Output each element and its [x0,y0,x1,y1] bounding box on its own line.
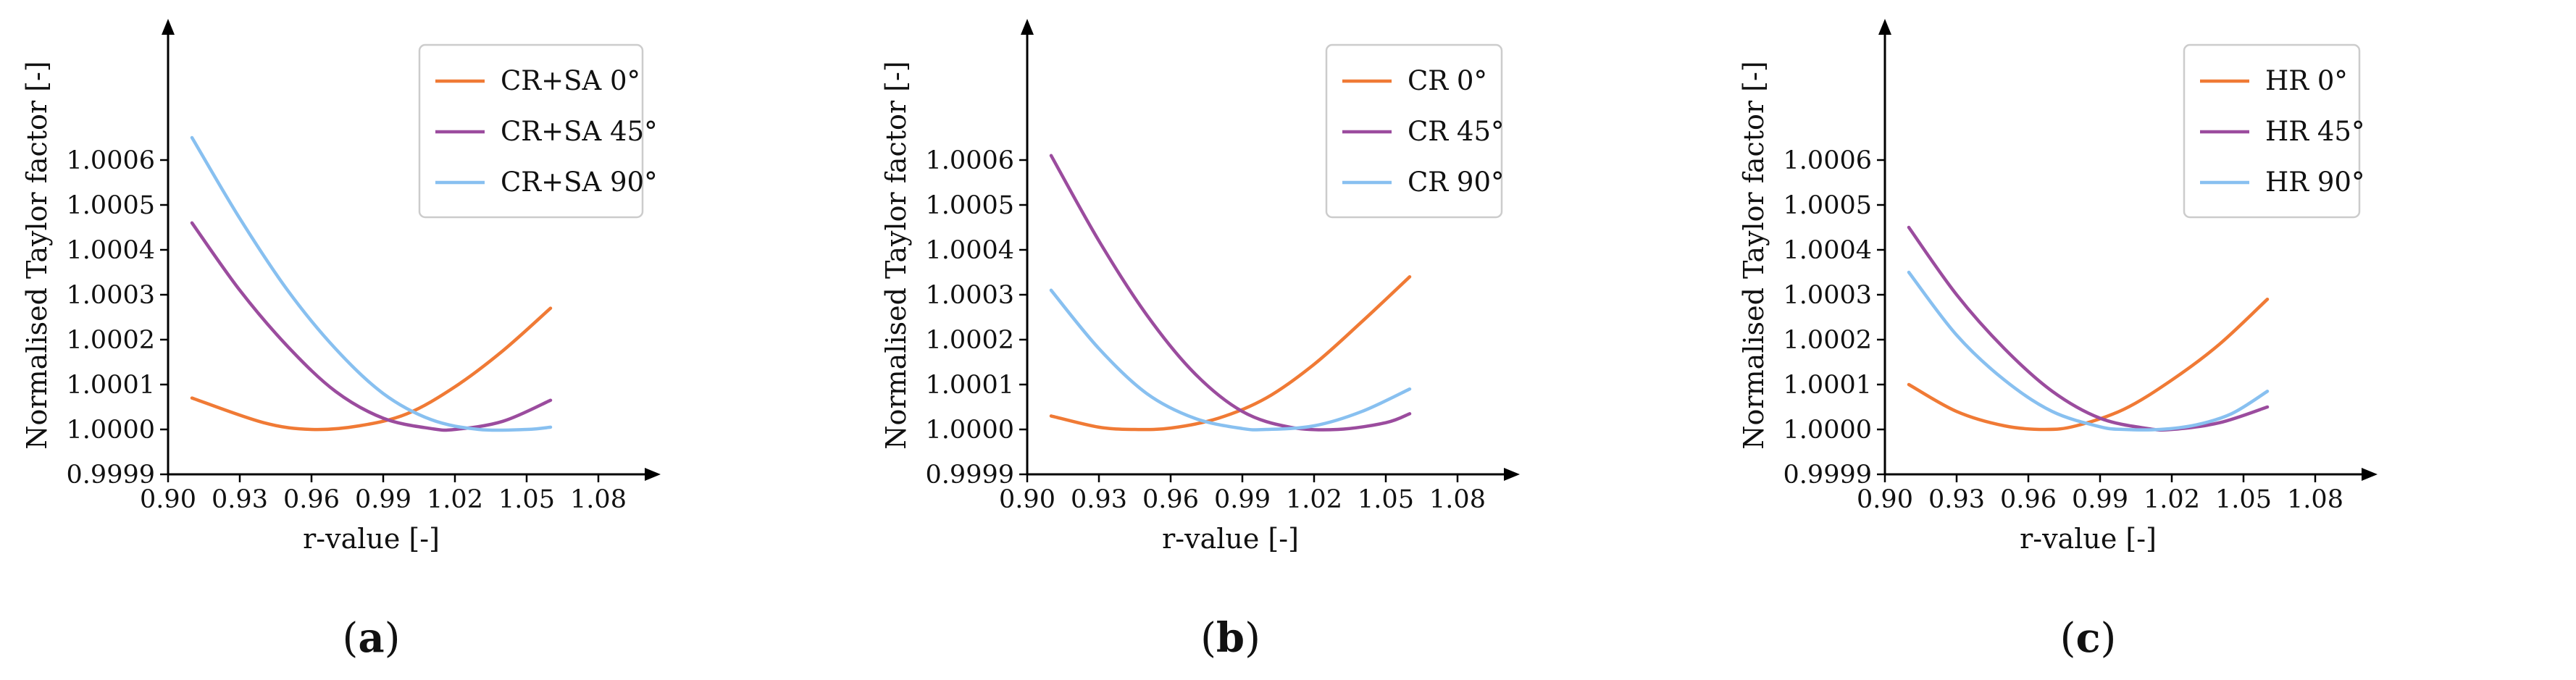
chart-panel-c: 0.90 0.93 0.96 0.99 1.02 1.05 1.08 0.9999 1.0000… [1738,19,2378,662]
x-tick-label: 0.96 [2000,485,2057,514]
y-axis-arrow [162,19,175,35]
y-tick-label: 1.0004 [67,236,155,265]
series-line-1 [1049,154,1412,432]
x-tick-label: 1.05 [2215,485,2272,514]
x-tick-label: 0.93 [1071,485,1127,514]
legend-entry: CR 45° [1408,116,1505,147]
series-line-0 [1049,274,1412,432]
x-tick-label: 1.05 [1358,485,1414,514]
y-tick-label: 1.0004 [1783,236,1872,265]
legend-entry: CR+SA 45° [501,116,658,147]
x-axis-label: r-value [-] [1162,523,1299,555]
x-tick-label: 0.90 [140,485,196,514]
y-tick-label: 1.0005 [67,191,155,220]
y-tick-label: 0.9999 [926,461,1014,490]
y-tick-label: 1.0002 [926,326,1014,355]
y-tick-label: 1.0001 [67,371,155,400]
y-tick-label: 1.0006 [926,146,1014,175]
x-tick-label: 1.02 [427,485,483,514]
x-tick-label: 0.99 [2072,485,2128,514]
x-tick-label: 1.08 [570,485,627,514]
y-tick-label: 1.0002 [67,326,155,355]
legend-box [2183,43,2361,219]
panel-label: (a) [342,614,400,662]
x-axis-arrow [1504,468,1520,481]
x-tick-label: 1.08 [1429,485,1486,514]
legend-entry: HR 90° [2265,167,2364,198]
y-tick-label: 1.0001 [1783,371,1872,400]
y-tick-label: 1.0003 [67,281,155,310]
legend-entry: HR 0° [2265,65,2348,96]
x-tick-label: 0.93 [1928,485,1985,514]
y-axis-arrow [1878,19,1891,35]
y-tick-label: 1.0004 [926,236,1014,265]
legend-entry: CR+SA 90° [501,167,658,198]
y-tick-label: 1.0000 [926,416,1014,445]
legend-entry: HR 45° [2265,116,2364,147]
x-tick-label: 1.02 [2144,485,2200,514]
x-tick-label: 0.96 [1142,485,1199,514]
panel-label: (c) [2060,614,2117,662]
series-line-2 [1049,288,1412,432]
series-line-0 [1907,297,2270,432]
panel-label: (b) [1200,614,1260,662]
y-axis-label: Normalised Taylor factor [-] [1738,61,1770,449]
y-tick-label: 1.0000 [67,416,155,445]
series-line-2 [190,135,553,432]
y-tick-label: 1.0001 [926,371,1014,400]
chart-panel-b: 0.90 0.93 0.96 0.99 1.02 1.05 1.08 0.9999 1.0000… [880,19,1520,662]
y-tick-label: 1.0006 [1783,146,1872,175]
x-axis-arrow [645,468,661,481]
y-tick-label: 1.0006 [67,146,155,175]
series-line-0 [190,306,553,432]
series-line-2 [1907,270,2270,432]
y-tick-label: 1.0005 [926,191,1014,220]
legend-entry: CR 90° [1408,167,1505,198]
legend-entry: CR 0° [1408,65,1487,96]
x-axis-label: r-value [-] [2020,523,2157,555]
x-tick-label: 0.90 [1857,485,1913,514]
series-line-1 [190,221,553,432]
y-tick-label: 1.0003 [926,281,1014,310]
y-axis-label: Normalised Taylor factor [-] [880,61,912,449]
y-tick-label: 0.9999 [67,461,155,490]
legend-box [418,43,644,219]
y-tick-label: 1.0003 [1783,281,1872,310]
y-tick-label: 0.9999 [1783,461,1872,490]
y-tick-label: 1.0005 [1783,191,1872,220]
y-tick-label: 1.0002 [1783,326,1872,355]
x-tick-label: 0.99 [1214,485,1271,514]
y-tick-label: 1.0000 [1783,416,1872,445]
legend-box [1325,43,1503,219]
x-tick-label: 1.02 [1286,485,1342,514]
x-tick-label: 0.96 [283,485,340,514]
chart-panel-a: 0.90 0.93 0.96 0.99 1.02 1.05 1.08 0.9999 1.0000… [21,19,661,662]
series-line-1 [1907,225,2270,432]
x-tick-label: 0.93 [212,485,268,514]
y-axis-arrow [1021,19,1034,35]
legend-entry: CR+SA 0° [501,65,640,96]
x-axis-label: r-value [-] [303,523,440,555]
y-axis-label: Normalised Taylor factor [-] [21,61,53,449]
x-tick-label: 0.90 [999,485,1055,514]
x-tick-label: 0.99 [355,485,411,514]
x-tick-label: 1.08 [2287,485,2343,514]
x-tick-label: 1.05 [498,485,555,514]
x-axis-arrow [2362,468,2378,481]
